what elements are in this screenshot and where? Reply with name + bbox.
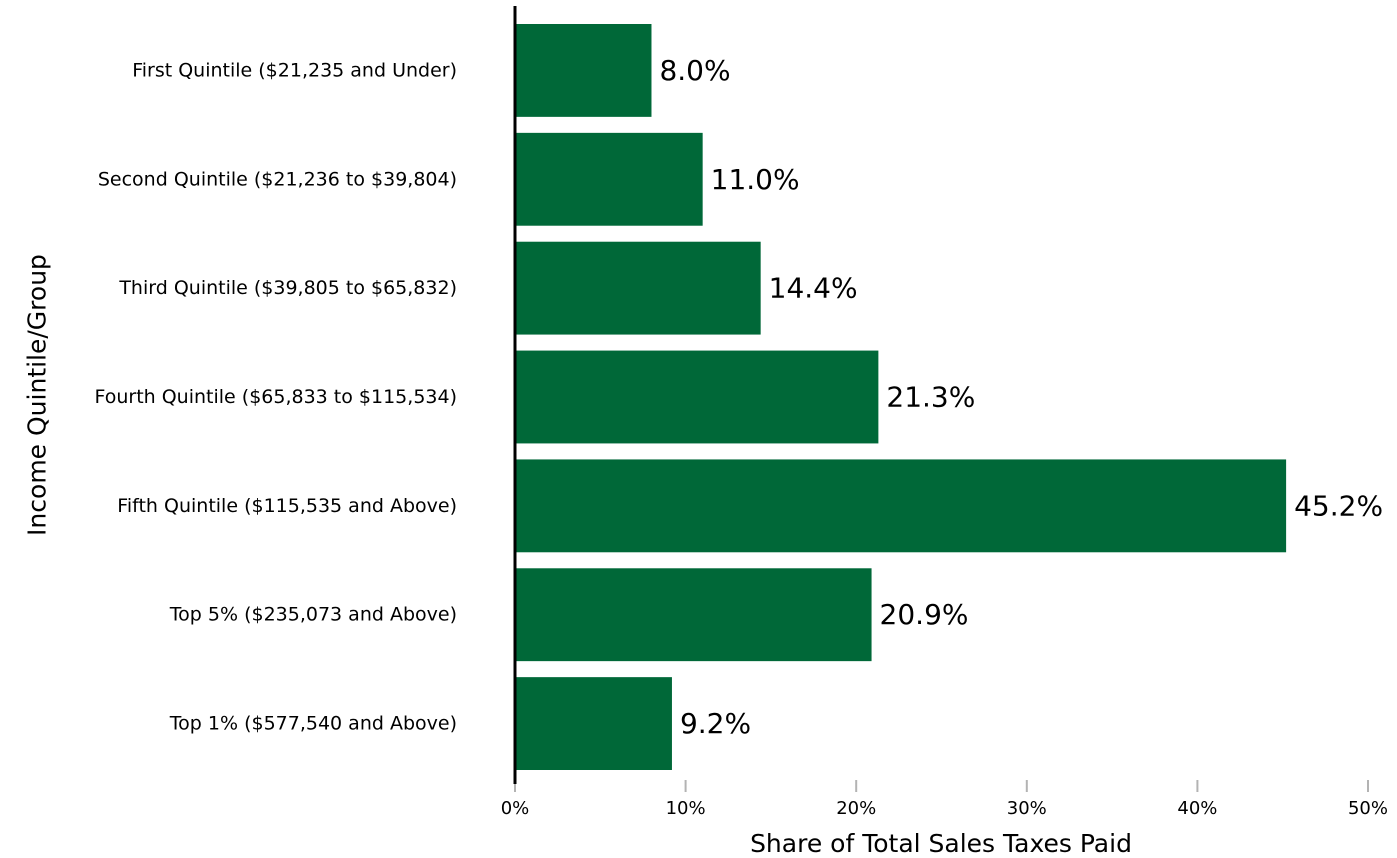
x-tick-label-5: 40%	[1177, 798, 1217, 819]
bars-group	[515, 24, 1287, 770]
data-label-7: 9.2%	[680, 707, 751, 740]
category-label-6: Top 5% ($235,073 and Above)	[169, 604, 457, 626]
bar-2	[515, 132, 703, 226]
x-tick-label-6: 50%	[1348, 798, 1388, 819]
data-label-6: 20.9%	[880, 598, 969, 631]
category-label-7: Top 1% ($577,540 and Above)	[169, 713, 457, 735]
data-label-2: 11.0%	[711, 163, 800, 196]
category-label-4: Fourth Quintile ($65,833 to $115,534)	[94, 386, 457, 408]
data-label-4: 21.3%	[886, 381, 975, 414]
bar-5	[515, 459, 1287, 553]
category-label-5: Fifth Quintile ($115,535 and Above)	[117, 495, 457, 517]
bar-4	[515, 350, 879, 444]
category-label-2: Second Quintile ($21,236 to $39,804)	[98, 168, 457, 190]
y-axis-title: Income Quintile/Group	[23, 254, 52, 536]
x-tick-label-3: 20%	[836, 798, 876, 819]
data-label-1: 8.0%	[659, 54, 730, 87]
x-tick-label-1: 0%	[501, 798, 530, 819]
bar-6	[515, 568, 872, 662]
data-labels: 8.0% 11.0% 14.4% 21.3% 45.2% 20.9% 9.2%	[659, 54, 1383, 740]
data-label-5: 45.2%	[1294, 489, 1383, 522]
category-label-3: Third Quintile ($39,805 to $65,832)	[118, 277, 457, 299]
x-tick-label-2: 10%	[666, 798, 706, 819]
bar-7	[515, 677, 672, 770]
x-axis-title: Share of Total Sales Taxes Paid	[750, 829, 1132, 858]
category-labels: First Quintile ($21,235 and Under) Second…	[94, 59, 457, 734]
data-label-3: 14.4%	[769, 272, 858, 305]
category-label-1: First Quintile ($21,235 and Under)	[132, 59, 457, 81]
bar-1	[515, 24, 652, 117]
x-tick-label-4: 30%	[1007, 798, 1047, 819]
x-axis-ticks: 0% 10% 20% 30% 40% 50%	[501, 780, 1388, 819]
bar-3	[515, 241, 761, 335]
